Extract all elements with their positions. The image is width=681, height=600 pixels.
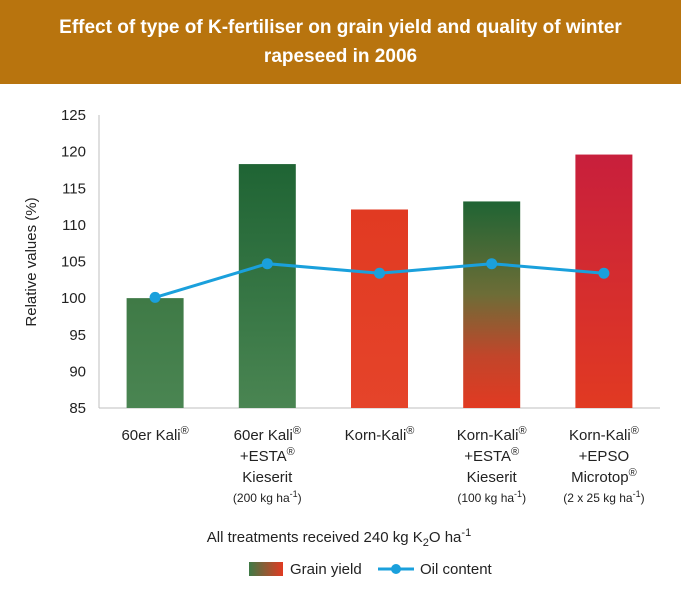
- category-label: Korn-Kali®​: [569, 425, 639, 444]
- legend-swatch-grain-yield: [249, 562, 283, 576]
- oil-content-point: [598, 267, 610, 279]
- y-tick-label: 125: [61, 107, 86, 124]
- x-axis-title-sup: -1: [461, 527, 471, 539]
- chart-title: Effect of type of K-fertiliser on grain …: [59, 17, 622, 67]
- y-tick-label: 110: [62, 217, 86, 234]
- legend-label-oil-content: Oil content: [420, 561, 493, 578]
- x-axis-title: All treatments received 240 kg K2O ha-1: [207, 527, 471, 549]
- category-note: (100 kg ha-1): [457, 489, 526, 505]
- y-tick-label: 105: [61, 254, 86, 271]
- oil-content-series: [149, 258, 610, 303]
- chart-canvas: 85 90 95 100 105 110 115 120 125 Relative values…: [23, 107, 660, 578]
- oil-content-point: [149, 291, 161, 303]
- oil-content-point: [374, 267, 385, 279]
- grain-yield-bar: [351, 209, 408, 408]
- grain-yield-bar: [575, 154, 633, 408]
- chart-header: Effect of type of K-fertiliser on grain …: [0, 0, 681, 84]
- x-axis-title-sub: 2: [423, 537, 429, 549]
- grain-yield-bar: [238, 164, 296, 408]
- category-label: +ESTA®​: [464, 446, 519, 465]
- y-tick-label: 100: [61, 290, 86, 307]
- category-label: Korn-Kali®​: [457, 425, 527, 444]
- y-tick-label: 120: [61, 144, 86, 161]
- y-axis-title: Relative values (%): [23, 197, 40, 326]
- category-label: Kieserit: [467, 469, 518, 486]
- oil-content-point: [261, 258, 273, 270]
- category-label: Korn-Kali®​: [345, 425, 415, 444]
- legend-swatch-oil-content-marker: [391, 564, 401, 574]
- category-label: 60er Kali®​: [234, 425, 301, 444]
- grain-yield-bar: [126, 298, 184, 408]
- y-tick-label: 90: [69, 363, 86, 380]
- category-labels: 60er Kali®​ 60er Kali®​ +ESTA®​ Kieserit (20…: [121, 425, 644, 505]
- grain-yield-bar: [463, 201, 521, 408]
- category-note: (200 kg ha-1): [233, 489, 302, 505]
- oil-content-point: [486, 258, 498, 270]
- y-tick-labels: 85 90 95 100 105 110 115 120 125: [61, 107, 86, 417]
- y-tick-label: 115: [62, 180, 86, 197]
- category-label: Kieserit: [242, 469, 293, 486]
- category-note: (2 x 25 kg ha-1): [563, 489, 644, 505]
- category-label: +EPSO: [579, 448, 629, 465]
- y-tick-label: 95: [69, 327, 86, 344]
- category-label: +ESTA®​: [240, 446, 295, 465]
- y-tick-label: 85: [69, 400, 86, 417]
- legend: Grain yield Oil content: [249, 561, 493, 578]
- bars: [126, 154, 633, 408]
- x-axis-title-main: All treatments received 240 kg K: [207, 529, 423, 546]
- category-label: Microtop®​: [571, 467, 637, 486]
- x-axis-title-tail: O ha: [429, 529, 462, 546]
- legend-label-grain-yield: Grain yield: [290, 561, 362, 578]
- category-label: 60er Kali®​: [121, 425, 188, 444]
